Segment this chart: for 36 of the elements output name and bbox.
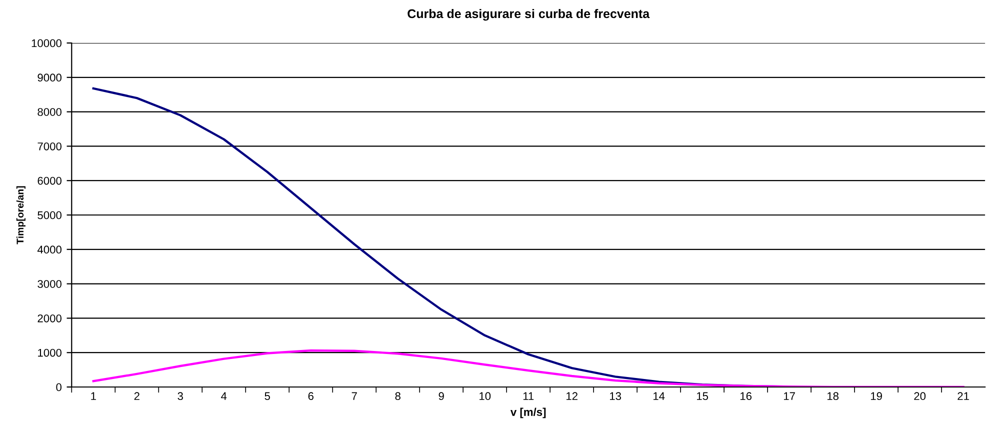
x-tick-label: 15: [696, 392, 708, 400]
y-tick-label: 7000: [38, 142, 62, 150]
x-tick-label: 2: [134, 392, 140, 400]
line-series: [92, 349, 964, 387]
y-tick-label: 6000: [38, 176, 62, 185]
x-tick-label: 1: [91, 392, 96, 400]
y-tick-label: 9000: [38, 74, 62, 82]
y-axis-title: Timp[ore/an]: [16, 186, 26, 244]
y-tick-label: 0: [56, 383, 62, 392]
x-tick-label: 6: [308, 392, 314, 400]
y-tick-label: 2000: [38, 314, 62, 322]
x-tick-label: 12: [566, 392, 578, 400]
y-tick-label: 10000: [32, 39, 62, 48]
y-tick-label: 8000: [38, 108, 62, 116]
chart-title: Curba de asigurare si curba de frecventa: [408, 8, 650, 21]
x-tick-label: 4: [221, 392, 227, 400]
x-axis-title: v [m/s]: [510, 408, 546, 418]
x-tick-label: 9: [438, 392, 444, 400]
x-tick-label: 20: [914, 392, 926, 400]
x-tick-label: 5: [264, 392, 270, 400]
x-tick-label: 10: [480, 392, 491, 400]
y-tick-label: 4000: [37, 246, 62, 254]
x-tick-label: 17: [784, 392, 795, 400]
y-tick-label: 5000: [38, 211, 62, 220]
x-tick-label: 18: [827, 392, 839, 400]
x-tick-label: 11: [523, 392, 534, 400]
x-tick-label: 3: [178, 392, 183, 400]
y-tick-label: 3000: [38, 280, 62, 288]
x-tick-label: 16: [740, 392, 752, 400]
x-tick-label: 14: [654, 392, 665, 400]
x-tick-label: 19: [870, 392, 882, 400]
x-tick-label: 21: [958, 392, 969, 400]
x-tick-label: 7: [352, 392, 357, 400]
y-tick-label: 1000: [38, 348, 62, 357]
x-tick-label: 8: [395, 392, 400, 400]
x-tick-label: 13: [610, 392, 622, 400]
